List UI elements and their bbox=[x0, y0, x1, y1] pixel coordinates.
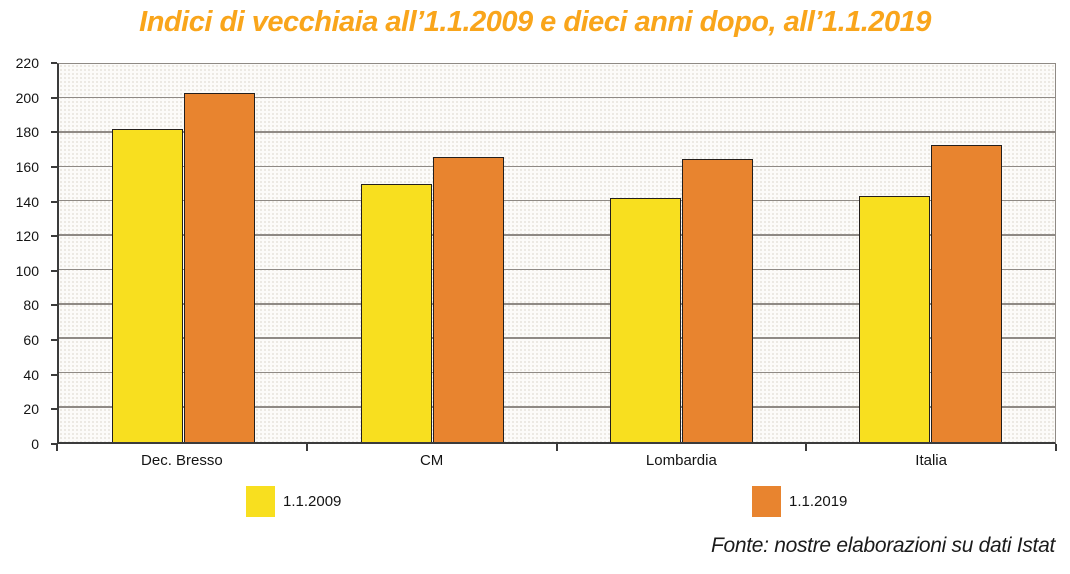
chart-title: Indici di vecchiaia all’1.1.2009 e dieci… bbox=[139, 6, 931, 38]
bar-1-1-2019 bbox=[930, 144, 1002, 442]
x-axis-tick bbox=[305, 444, 308, 451]
bar-1-1-2019 bbox=[681, 158, 753, 442]
y-axis-tick bbox=[51, 165, 57, 168]
gridline bbox=[59, 96, 1055, 99]
y-axis-tick-label: 60 bbox=[23, 332, 39, 349]
x-axis-category-label: Italia bbox=[915, 452, 947, 469]
gridline bbox=[59, 234, 1055, 236]
bar-1-1-2009 bbox=[361, 184, 433, 442]
x-axis-tick bbox=[805, 444, 808, 451]
bar-1-1-2009 bbox=[859, 196, 931, 442]
x-axis-labels: Dec. Bresso CM Lombardia Italia bbox=[57, 452, 1056, 469]
gridline bbox=[59, 199, 1055, 202]
gridline bbox=[59, 268, 1055, 271]
y-axis-tick-label: 120 bbox=[15, 228, 39, 245]
y-axis-tick-label: 180 bbox=[15, 124, 39, 141]
gridline bbox=[59, 371, 1055, 374]
y-axis-tick bbox=[51, 96, 57, 99]
gridline bbox=[59, 303, 1055, 305]
x-axis-tick bbox=[555, 444, 558, 451]
legend-label: 1.1.2019 bbox=[789, 493, 848, 510]
legend-swatch bbox=[752, 486, 781, 517]
x-axis-category-label: Lombardia bbox=[645, 452, 717, 469]
plot-area bbox=[57, 63, 1056, 444]
y-axis-tick bbox=[51, 339, 57, 342]
y-axis-labels: 0 20 40 60 80 100 120 140 160 180 200 220 bbox=[0, 55, 48, 452]
y-axis-tick-label: 140 bbox=[15, 193, 39, 210]
y-axis-tick bbox=[51, 200, 57, 203]
legend-item: 1.1.2009 bbox=[246, 486, 341, 517]
bar-1-1-2019 bbox=[432, 156, 504, 442]
legend-label: 1.1.2009 bbox=[283, 493, 342, 510]
legend: 1.1.2009 1.1.2019 bbox=[0, 486, 1070, 518]
y-axis-tick bbox=[51, 62, 57, 64]
y-axis-tick bbox=[51, 235, 57, 238]
y-axis-tick-label: 40 bbox=[23, 366, 39, 383]
bar-1-1-2009 bbox=[112, 129, 184, 442]
y-axis-tick bbox=[51, 408, 57, 411]
y-axis-tick-label: 0 bbox=[31, 436, 39, 452]
y-axis-ticks bbox=[51, 62, 57, 445]
gridline bbox=[59, 337, 1055, 339]
source-note: Fonte: nostre elaborazioni su dati Istat bbox=[710, 534, 1055, 557]
gridline bbox=[59, 406, 1055, 408]
y-axis-tick bbox=[51, 443, 57, 445]
gridline bbox=[59, 131, 1055, 133]
y-axis-tick-label: 200 bbox=[15, 89, 39, 106]
bar-1-1-2009 bbox=[610, 198, 682, 442]
y-axis-tick bbox=[51, 304, 57, 307]
x-axis-category-label: CM bbox=[419, 452, 444, 469]
y-axis-tick-label: 160 bbox=[15, 158, 39, 175]
y-axis-tick-label: 100 bbox=[15, 262, 39, 279]
y-axis-tick bbox=[51, 131, 57, 134]
legend-swatch bbox=[246, 486, 275, 517]
y-axis-tick-label: 220 bbox=[15, 55, 39, 71]
x-axis-category-label: Dec. Bresso bbox=[141, 452, 223, 469]
y-axis-tick bbox=[51, 269, 57, 272]
x-axis-tick bbox=[56, 444, 58, 451]
x-axis-ticks bbox=[56, 444, 1057, 451]
y-axis-tick bbox=[51, 373, 57, 376]
x-axis-tick bbox=[1055, 444, 1057, 451]
y-axis-tick-label: 20 bbox=[23, 401, 39, 418]
bar-1-1-2019 bbox=[183, 93, 255, 442]
legend-item: 1.1.2019 bbox=[752, 486, 847, 517]
gridline bbox=[59, 165, 1055, 168]
y-axis-tick-label: 80 bbox=[23, 297, 39, 314]
